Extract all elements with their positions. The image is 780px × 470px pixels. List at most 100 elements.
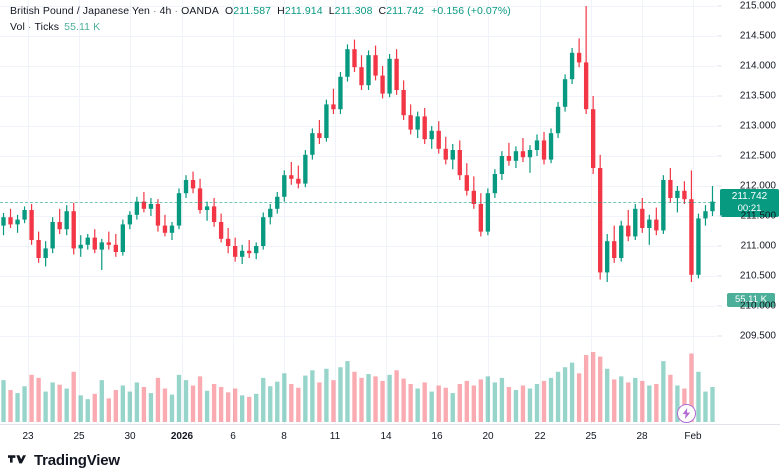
gridline-vertical	[437, 0, 438, 424]
price-tick-mark	[717, 95, 722, 97]
candle-body	[450, 150, 455, 160]
candle-body	[415, 116, 420, 130]
volume-bar	[541, 380, 547, 422]
candle-body	[583, 62, 589, 110]
time-tick-label: 25	[73, 431, 85, 442]
tradingview-wordmark: TradingView	[34, 451, 120, 469]
volume-bar	[576, 373, 582, 422]
volume-bar	[71, 371, 76, 422]
price-tick-label: 212.500	[739, 150, 776, 162]
volume-bar	[415, 388, 420, 422]
volume-bar	[113, 390, 118, 422]
volume-bar	[499, 377, 505, 422]
candle-body	[211, 206, 217, 222]
candle-body	[626, 225, 631, 237]
candlestick-series	[1, 6, 715, 422]
price-tick-label: 210.500	[739, 270, 776, 282]
candle-body	[197, 188, 203, 210]
candle-body	[598, 168, 603, 273]
volume-bar	[703, 391, 708, 422]
volume-bar	[324, 368, 329, 422]
candle-body	[29, 210, 34, 240]
candle-wick	[529, 145, 531, 173]
volume-bar	[443, 387, 448, 422]
candle-body	[401, 90, 406, 116]
volume-bar	[85, 399, 90, 422]
volume-bar	[352, 371, 357, 422]
candle-body	[464, 175, 469, 191]
volume-bar	[401, 378, 406, 422]
candle-body	[254, 246, 259, 254]
candle-body	[576, 52, 582, 63]
candle-body	[247, 250, 252, 254]
volume-bar	[696, 371, 701, 422]
candle-wick	[290, 162, 292, 185]
time-tick-label: 25	[585, 431, 597, 442]
price-tick-mark	[717, 185, 722, 187]
volume-bar	[675, 385, 680, 422]
candle-body	[106, 242, 111, 245]
candle-body	[317, 133, 322, 138]
candle-body	[120, 224, 126, 252]
time-tick-label: 28	[636, 431, 648, 442]
gridline-vertical	[540, 0, 541, 424]
price-tick-mark	[717, 65, 722, 67]
price-tick-label: 213.500	[739, 90, 776, 102]
candle-body	[394, 58, 399, 90]
price-tick-mark	[717, 215, 722, 217]
time-tick-label: 11	[329, 431, 341, 442]
chart-plot-area[interactable]	[0, 0, 716, 424]
candle-body	[85, 237, 90, 245]
candle-body	[218, 222, 224, 239]
gridline-horizontal	[0, 186, 716, 187]
candle-body	[373, 55, 378, 76]
volume-bar	[162, 388, 168, 422]
volume-bar	[345, 361, 350, 422]
gridline-horizontal	[0, 126, 716, 127]
candle-body	[408, 115, 413, 130]
volume-bar	[247, 396, 252, 422]
candle-wick	[59, 208, 61, 234]
candle-body	[506, 156, 512, 161]
gridline-vertical	[591, 0, 592, 424]
volume-bar	[647, 385, 652, 422]
volume-bar	[338, 367, 343, 422]
volume-bar	[633, 377, 638, 422]
candle-body	[176, 193, 182, 226]
volume-bar	[605, 368, 610, 422]
candle-body	[675, 190, 680, 198]
time-tick-label: 20	[482, 431, 494, 442]
price-tick-mark	[717, 335, 722, 337]
candle-body	[240, 250, 245, 257]
candle-body	[640, 208, 645, 228]
volume-bar	[148, 393, 154, 422]
candle-wick	[101, 238, 103, 270]
gridline-vertical	[233, 0, 234, 424]
lightning-bolt-icon[interactable]	[677, 404, 696, 423]
candle-body	[296, 178, 301, 184]
candle-body	[127, 214, 133, 225]
volume-bar	[520, 385, 526, 422]
volume-bar	[240, 395, 245, 422]
candle-body	[183, 180, 189, 194]
volume-bar	[710, 387, 715, 422]
price-axis[interactable]: 211.742 00:21 55.11 K 215.000 214.500 214.…	[716, 0, 780, 424]
candle-body	[689, 199, 694, 275]
volume-bar	[359, 377, 364, 422]
candle-body	[1, 217, 6, 226]
volume-bar	[303, 375, 308, 422]
candle-body	[527, 150, 533, 158]
volume-bar	[380, 380, 385, 422]
candle-body	[282, 175, 287, 197]
price-tick-label: 211.500	[740, 210, 776, 222]
tradingview-branding[interactable]: TradingView	[8, 450, 120, 470]
candle-body	[92, 237, 97, 250]
gridline-vertical	[28, 0, 29, 424]
volume-bar	[331, 380, 336, 422]
time-tick-label: 30	[124, 431, 136, 442]
volume-bar	[134, 382, 140, 422]
candle-body	[654, 219, 659, 231]
time-axis[interactable]: 23 25 30 2026 6 8 11 14 16 20 22 25 28 Feb	[0, 424, 780, 449]
candle-body	[310, 133, 315, 155]
